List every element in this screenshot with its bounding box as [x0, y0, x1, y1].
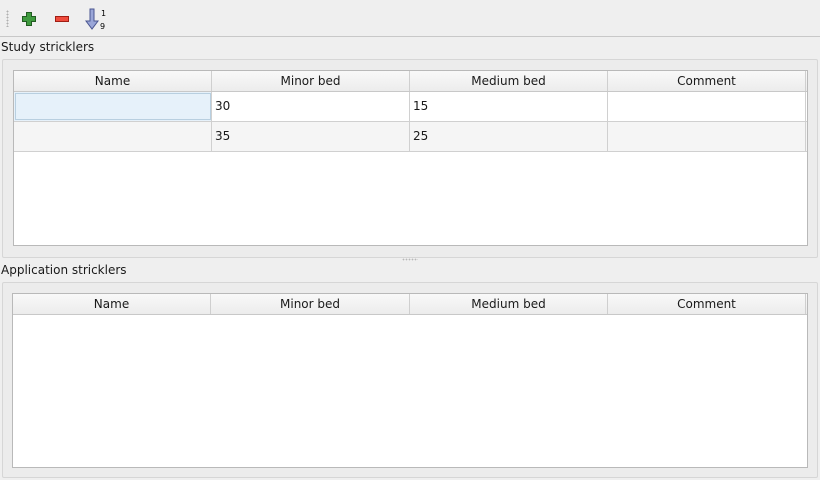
column-header-minor-bed[interactable]: Minor bed [211, 294, 410, 314]
cell-minor-bed[interactable]: 30 [212, 92, 410, 121]
column-header-name[interactable]: Name [14, 71, 212, 91]
add-button[interactable] [18, 8, 40, 30]
sort-ascending-icon: 19 [85, 8, 106, 31]
cell-medium-bed[interactable]: 15 [410, 92, 608, 121]
column-header-name[interactable]: Name [13, 294, 211, 314]
column-header-minor-bed[interactable]: Minor bed [212, 71, 410, 91]
application-section-title: Application stricklers [1, 263, 127, 277]
cell-comment[interactable] [608, 92, 806, 121]
remove-button[interactable] [51, 8, 73, 30]
study-group: Name Minor bed Medium bed Comment 30 15 … [2, 59, 818, 258]
column-header-comment[interactable]: Comment [608, 294, 806, 314]
plus-icon [22, 12, 36, 26]
study-table: Name Minor bed Medium bed Comment 30 15 … [13, 70, 808, 246]
column-header-medium-bed[interactable]: Medium bed [410, 71, 608, 91]
sort-bottom-digit: 9 [100, 22, 105, 31]
column-header-comment[interactable]: Comment [608, 71, 806, 91]
table-row[interactable]: 35 25 [14, 122, 807, 152]
splitter-handle[interactable] [402, 258, 418, 261]
study-section-title: Study stricklers [1, 40, 95, 54]
application-table: Name Minor bed Medium bed Comment [12, 293, 808, 468]
sort-top-digit: 1 [101, 9, 106, 18]
application-table-header: Name Minor bed Medium bed Comment [13, 294, 807, 315]
table-row[interactable]: 30 15 [14, 92, 807, 122]
study-table-header: Name Minor bed Medium bed Comment [14, 71, 807, 92]
minus-icon [55, 16, 69, 22]
cell-medium-bed[interactable]: 25 [410, 122, 608, 151]
column-header-medium-bed[interactable]: Medium bed [410, 294, 608, 314]
cell-minor-bed[interactable]: 35 [212, 122, 410, 151]
cell-comment[interactable] [608, 122, 806, 151]
cell-name[interactable] [14, 122, 212, 151]
toolbar-grip[interactable] [6, 10, 9, 27]
cell-name[interactable] [14, 92, 212, 121]
application-group: Name Minor bed Medium bed Comment [2, 282, 818, 478]
